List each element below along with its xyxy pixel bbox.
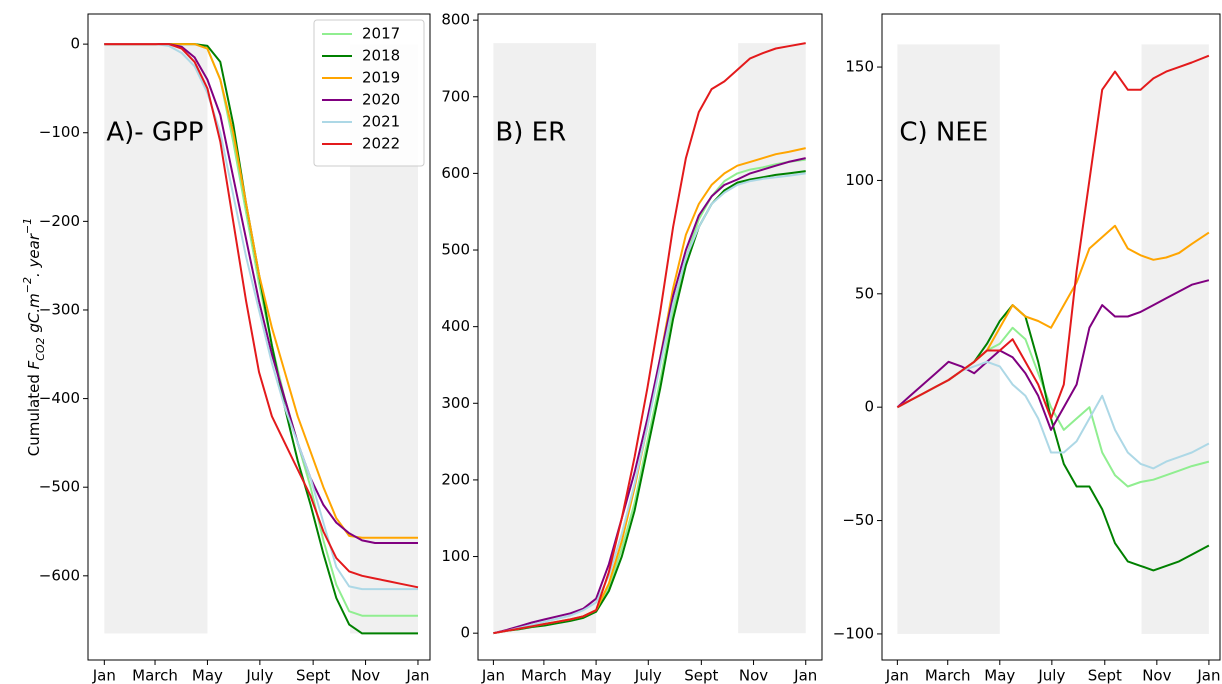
shaded-period (738, 43, 806, 634)
x-tick-label: Nov (1142, 667, 1171, 684)
panel: Jan March May July Sept Nov Jan 0 100 200 300 400 50… (441, 11, 823, 684)
legend-label: 2019 (362, 69, 400, 87)
legend-label: 2017 (362, 25, 400, 43)
legend-label: 2018 (362, 47, 400, 65)
x-tick-label: Jan (1196, 667, 1220, 684)
y-tick-label: 100 (441, 547, 470, 565)
y-axis-label-part: −2 (21, 277, 34, 293)
y-tick-label: 50 (855, 284, 874, 302)
x-tick-label: July (634, 667, 662, 684)
x-tick-label: March (132, 667, 178, 684)
panel-annotation: A)- GPP (106, 118, 203, 148)
shaded-period (1141, 44, 1209, 634)
y-tick-label: −600 (39, 566, 80, 584)
y-axis-label-part: gC.m (25, 293, 43, 337)
y-tick-label: 150 (845, 58, 874, 76)
y-tick-label: 500 (441, 241, 470, 259)
x-tick-label: Jan (885, 667, 909, 684)
y-tick-label: −500 (39, 478, 80, 496)
y-axis-label-part: −1 (21, 218, 34, 234)
x-tick-label: Sept (296, 667, 330, 684)
y-tick-label: 800 (441, 11, 470, 29)
series-line (493, 172, 806, 635)
plot-frame (881, 13, 1221, 661)
series-line (493, 157, 806, 635)
y-axis-label-part: Cumulated (25, 369, 43, 456)
y-axis-label-part: F (25, 360, 43, 369)
y-axis-label-part: CO2 (34, 337, 47, 360)
y-tick-label: 700 (441, 87, 470, 105)
y-tick-label: −400 (39, 389, 80, 407)
x-tick-label: March (925, 667, 971, 684)
y-axis-label-part: . year (25, 233, 43, 277)
x-tick-label: March (521, 667, 567, 684)
x-tick-label: July (245, 667, 273, 684)
y-tick-label: 0 (70, 35, 80, 53)
x-tick-label: May (581, 667, 612, 684)
series-line (493, 170, 806, 635)
panel-annotation: C) NEE (899, 118, 988, 148)
y-tick-label: 400 (441, 317, 470, 335)
y-tick-label: 0 (864, 398, 874, 416)
y-tick-label: 0 (460, 624, 470, 642)
y-tick-label: −200 (39, 212, 80, 230)
series-line (896, 54, 1210, 420)
y-tick-label: 200 (441, 470, 470, 488)
x-tick-label: Nov (739, 667, 768, 684)
series-line (104, 43, 419, 589)
panel: Jan March May July Sept Nov Jan −100 −50 0 50 100 15… (833, 13, 1221, 684)
x-tick-label: Sept (1088, 667, 1122, 684)
y-axis-label: Cumulated FCO2 gC.m−2. year−1 (21, 218, 47, 456)
x-tick-label: Jan (92, 667, 116, 684)
x-tick-label: Sept (684, 667, 718, 684)
y-tick-label: −300 (39, 300, 80, 318)
legend-label: 2022 (362, 135, 400, 153)
x-tick-label: July (1037, 667, 1065, 684)
y-tick-label: −100 (833, 624, 874, 642)
x-tick-label: Jan (793, 667, 817, 684)
x-tick-label: Jan (481, 667, 505, 684)
panel-annotation: B) ER (495, 118, 566, 148)
plot-frame (87, 13, 431, 661)
x-tick-label: Nov (351, 667, 380, 684)
legend-label: 2020 (362, 91, 400, 109)
y-tick-label: 100 (845, 171, 874, 189)
shaded-period (493, 43, 597, 634)
series-line (896, 279, 1210, 431)
x-tick-label: Jan (405, 667, 429, 684)
legend-label: 2021 (362, 113, 400, 131)
y-tick-label: 600 (441, 164, 470, 182)
panel: Jan March May July Sept Nov Jan −600 −500 −400 −30… (21, 13, 431, 684)
shaded-period (104, 44, 208, 634)
y-tick-label: −50 (842, 511, 874, 529)
shaded-period (897, 44, 1000, 634)
plot-frame (477, 13, 823, 661)
x-tick-label: May (984, 667, 1015, 684)
series-line (493, 42, 806, 635)
x-tick-label: May (192, 667, 223, 684)
y-tick-label: −100 (39, 123, 80, 141)
y-tick-label: 300 (441, 394, 470, 412)
